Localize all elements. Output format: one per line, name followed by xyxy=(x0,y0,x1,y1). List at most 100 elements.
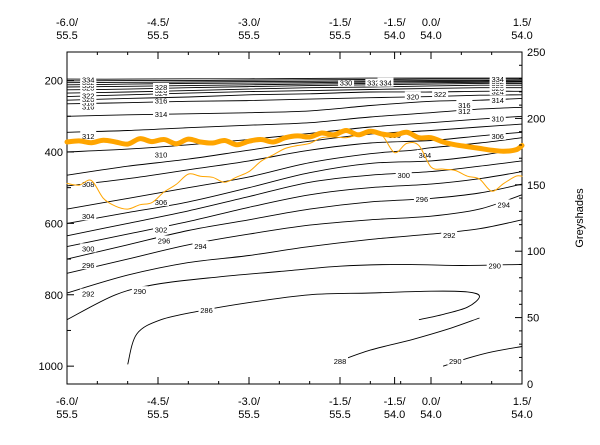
contour-label: 306 xyxy=(155,198,168,207)
contour-label: 318 xyxy=(82,99,95,108)
top-tick-label: 55.5 xyxy=(56,30,77,42)
contour-label-bg xyxy=(131,286,148,296)
plot-frame xyxy=(66,51,523,385)
contour-label-bg xyxy=(156,235,173,245)
contour-label-bg xyxy=(489,94,506,104)
bottom-tick-label: 55.5 xyxy=(56,409,77,421)
axes: 200 400 600 800 1000 0 50 100 150 200 250 -6.0/55.5… xyxy=(39,17,546,421)
thick-series-line xyxy=(64,128,525,154)
top-tick-label: -1.5/ xyxy=(384,17,407,29)
contour-label-bg xyxy=(365,77,382,87)
contour-label-bg xyxy=(80,179,97,189)
left-tick-label: 200 xyxy=(45,76,63,88)
contour-line xyxy=(66,183,523,260)
top-tick-label: 55.5 xyxy=(147,30,168,42)
contour-label-bg xyxy=(456,105,473,115)
data-series xyxy=(64,128,525,210)
contour-label: 320 xyxy=(407,93,420,102)
bottom-tick-label: 54.0 xyxy=(511,409,532,421)
top-tick-label: -1.5/ xyxy=(329,17,352,29)
contour-label-bg xyxy=(192,240,209,250)
contour-label-bg xyxy=(489,113,506,123)
contour-label: 314 xyxy=(491,96,504,105)
contour-line xyxy=(66,77,522,80)
right-axis-title: Greyshades xyxy=(574,188,586,248)
bottom-tick-label: 55.5 xyxy=(329,409,350,421)
bottom-tick-label: 0.0/ xyxy=(422,396,441,408)
contour-label-bg xyxy=(456,99,473,109)
contour-label-bg xyxy=(198,305,215,315)
contour-line xyxy=(66,219,523,294)
bottom-tick-label: -1.5/ xyxy=(384,396,407,408)
contour-label: 306 xyxy=(491,132,504,141)
contour-label-bg xyxy=(495,199,512,209)
contour-label: 334 xyxy=(379,79,392,88)
bottom-tick-label: -3.0/ xyxy=(238,396,261,408)
contour-label-bg xyxy=(416,149,433,159)
top-tick-label: -4.5/ xyxy=(147,17,170,29)
contour-label: 296 xyxy=(158,236,171,245)
top-tick-label: 54.0 xyxy=(511,30,532,42)
contour-label: 310 xyxy=(155,150,168,159)
contour-label: 316 xyxy=(458,101,471,110)
contour-label: 308 xyxy=(82,180,95,189)
contour-label: 302 xyxy=(155,225,168,234)
contour-label: 300 xyxy=(397,171,410,180)
right-tick-label: 50 xyxy=(527,313,539,325)
left-tick-label: 800 xyxy=(45,290,63,302)
contour-line xyxy=(66,131,523,187)
contour-line xyxy=(66,81,523,88)
contour-line xyxy=(339,317,480,362)
contour-label-bg xyxy=(153,224,170,234)
contour-label: 312 xyxy=(458,107,471,116)
top-tick-label: 55.5 xyxy=(238,30,259,42)
contour-label: 288 xyxy=(334,357,347,366)
contour-label-bg xyxy=(80,74,97,84)
contour-line xyxy=(127,290,480,365)
contour-lines: 288 290 286 290 290 292 292 294 294 296 296 296 300 3… xyxy=(66,73,523,367)
contour-line xyxy=(66,263,523,321)
left-tick-label: 600 xyxy=(45,218,63,230)
contour-label: 314 xyxy=(155,110,168,119)
contour-line xyxy=(66,87,523,98)
contour-label: 296 xyxy=(82,261,95,270)
contour-label-bg xyxy=(80,211,97,221)
top-tick-label: 54.0 xyxy=(420,30,441,42)
bottom-tick-label: -1.5/ xyxy=(329,396,352,408)
contour-label-bg xyxy=(80,130,97,140)
contour-line xyxy=(66,147,523,224)
contour-label: 310 xyxy=(491,114,504,123)
contour-line xyxy=(66,171,523,248)
contour-label-bg xyxy=(153,196,170,206)
top-tick-label: 54.0 xyxy=(384,30,405,42)
left-tick-label: 1000 xyxy=(39,361,63,373)
thin-series-line xyxy=(66,132,523,210)
contour-line xyxy=(66,90,523,101)
contour-label: 322 xyxy=(434,90,447,99)
contour-label-bg xyxy=(80,90,97,100)
contour-line xyxy=(66,94,523,105)
bottom-tick-label: 55.5 xyxy=(147,409,168,421)
contour-line xyxy=(66,194,523,274)
right-tick-label: 150 xyxy=(527,180,545,192)
contour-label: 332 xyxy=(367,79,380,88)
contour-label: 292 xyxy=(82,290,95,299)
contour-label-bg xyxy=(395,169,412,179)
contour-label-bg xyxy=(153,95,170,105)
contour-label: 286 xyxy=(200,306,213,315)
contour-line xyxy=(66,84,523,94)
contour-line xyxy=(66,80,523,86)
contour-label: 290 xyxy=(488,261,501,270)
contour-label: 290 xyxy=(134,287,147,296)
bottom-tick-label: -4.5/ xyxy=(147,396,170,408)
contour-label-bg xyxy=(489,130,506,140)
contour-label: 334 xyxy=(82,75,95,84)
contour-label-bg xyxy=(332,356,348,366)
contour-label: 334 xyxy=(491,75,504,84)
contour-label: 322 xyxy=(82,92,95,101)
contour-label-bg xyxy=(153,108,170,118)
contour-label: 320 xyxy=(82,95,95,104)
right-tick-label: 200 xyxy=(527,113,545,125)
top-tick-label: 1.5/ xyxy=(513,17,532,29)
